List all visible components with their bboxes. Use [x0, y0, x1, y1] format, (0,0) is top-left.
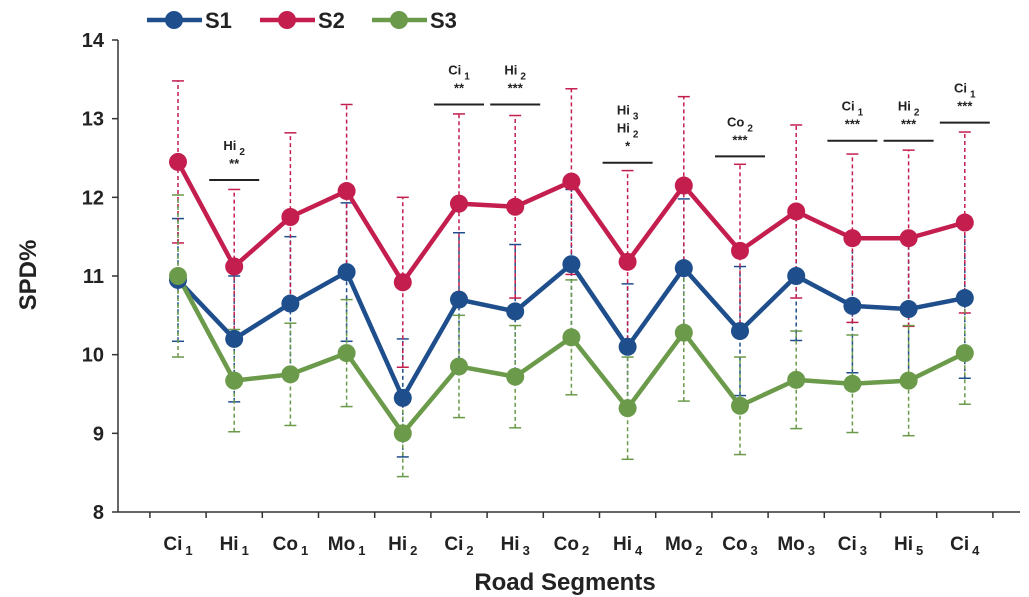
data-point [450, 290, 468, 309]
x-tick-label: Co 3 [722, 534, 758, 558]
x-tick-label: Mo 1 [328, 534, 366, 558]
data-point [731, 396, 749, 415]
data-point [169, 267, 187, 285]
significance-label: Hi 2 [223, 138, 245, 158]
data-point [562, 255, 581, 274]
x-tick-label: Ci 1 [163, 534, 192, 558]
data-point [618, 337, 637, 356]
x-tick-label: Mo 2 [665, 534, 703, 558]
significance-label: Co 2 [727, 114, 753, 134]
significance-label: *** [957, 99, 973, 114]
data-point [731, 322, 749, 341]
legend-marker [390, 11, 408, 29]
y-tick-label: 14 [82, 30, 105, 52]
data-point [393, 388, 412, 407]
x-tick-label: Ci 2 [444, 534, 473, 558]
y-tick-label: 8 [93, 502, 104, 524]
y-axis-title: SPD% [15, 240, 42, 311]
data-point [337, 344, 356, 363]
significance-label: *** [845, 117, 861, 132]
data-point [281, 208, 300, 226]
significance-label: Ci 1 [954, 81, 976, 101]
significance-label: ** [454, 81, 465, 96]
data-point [955, 344, 974, 363]
y-tick-label: 11 [83, 266, 104, 288]
data-point [225, 257, 244, 276]
data-point [731, 241, 749, 260]
significance-label: * [625, 139, 631, 154]
data-point [562, 172, 581, 191]
significance-label: *** [508, 81, 524, 96]
data-point [506, 302, 525, 321]
data-point [281, 294, 300, 313]
data-point [955, 289, 974, 308]
data-point [787, 267, 806, 285]
data-point [169, 152, 187, 171]
significance-label: Ci 1 [448, 63, 470, 83]
significance-label: ** [229, 156, 240, 171]
data-point [674, 323, 693, 342]
data-point [450, 194, 468, 213]
data-point [674, 259, 693, 278]
legend-label-s1: S1 [205, 8, 232, 33]
x-axis-title: Road Segments [474, 569, 655, 596]
x-tick-label: Mo 3 [777, 534, 815, 558]
x-tick-label: Co 2 [554, 534, 590, 558]
data-point [955, 213, 974, 232]
legend-label-s2: S2 [318, 8, 345, 33]
data-point [337, 263, 356, 282]
legend-marker [165, 11, 183, 29]
x-tick-label: Hi 3 [501, 534, 530, 558]
legend-marker [278, 11, 296, 29]
significance-label: Hi 3 [617, 103, 639, 123]
y-tick-label: 13 [82, 109, 104, 131]
data-point [562, 328, 581, 347]
x-tick-label: Hi 4 [613, 534, 643, 558]
y-tick-label: 10 [82, 345, 104, 367]
significance-label: *** [901, 117, 917, 132]
significance-label: Hi 2 [504, 63, 526, 83]
data-point [674, 176, 693, 195]
series-points [169, 152, 974, 443]
x-tick-label: Hi 1 [220, 534, 249, 558]
x-tick-label: Hi 2 [388, 534, 417, 558]
data-point [843, 296, 862, 315]
legend: S1 S2 S3 [147, 8, 457, 33]
data-point [899, 371, 918, 390]
data-point [506, 367, 525, 386]
data-point [225, 371, 244, 390]
significance-annotations: Hi 2**Ci 1**Hi 2***Hi 3Hi 2*Co 2***Ci 1***Hi 2**… [209, 63, 990, 182]
data-point [393, 273, 412, 292]
significance-label: Hi 2 [898, 99, 920, 119]
y-tick-label: 12 [82, 187, 104, 209]
legend-label-s3: S3 [430, 8, 457, 33]
significance-label: *** [732, 132, 748, 147]
data-point [337, 182, 356, 201]
x-tick-label: Co 1 [273, 534, 309, 558]
data-point [225, 329, 244, 348]
data-point [787, 202, 806, 221]
data-point [450, 357, 468, 376]
data-point [618, 399, 637, 418]
x-tick-label: Ci 4 [950, 534, 980, 558]
data-point [787, 370, 806, 389]
data-point [843, 374, 862, 393]
x-tick-label: Ci 3 [838, 534, 867, 558]
data-point [843, 229, 862, 248]
data-point [618, 252, 637, 271]
y-tick-label: 9 [93, 423, 104, 445]
data-point [899, 229, 918, 248]
data-point [899, 300, 918, 319]
data-point [281, 365, 300, 384]
significance-label: Ci 1 [842, 99, 864, 119]
significance-label: Hi 2 [617, 121, 639, 141]
data-point [506, 197, 525, 216]
axes: 8 9 10 11 12 13 14 Ci 1 Hi 1 Co 1 Mo 1 Hi 2 Ci 2 Hi 3 Co 2 Hi 4 M… [82, 30, 1020, 558]
data-point [393, 424, 412, 443]
x-tick-label: Hi 5 [894, 534, 923, 558]
